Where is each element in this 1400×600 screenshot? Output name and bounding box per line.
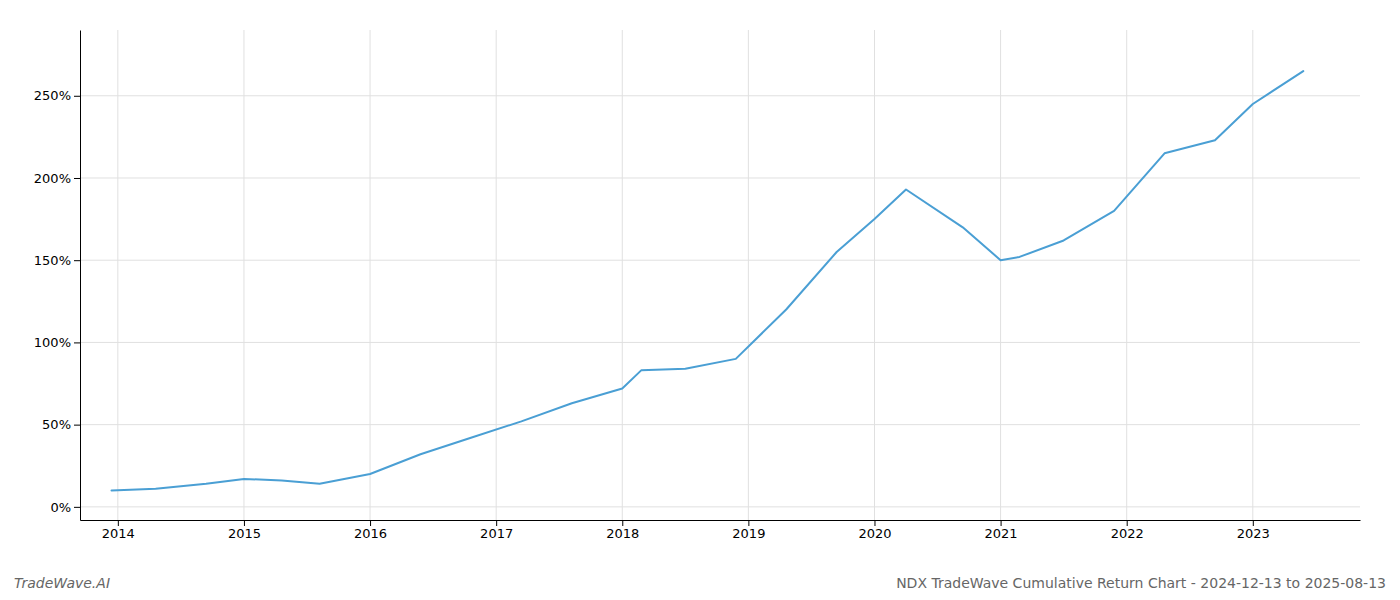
tick-mark <box>1001 520 1002 526</box>
tick-mark <box>1127 520 1128 526</box>
grid-line <box>80 260 1360 261</box>
tick-label: 2017 <box>480 526 513 541</box>
title: NDX TradeWave Cumulative Return Chart - … <box>896 575 1386 591</box>
tick-label: 100% <box>34 335 71 350</box>
tick-label: 2019 <box>732 526 765 541</box>
tick-mark <box>118 520 119 526</box>
plot-area <box>112 71 1304 490</box>
tick: 200% <box>34 171 80 186</box>
annotation: TradeWave.AI <box>14 575 110 591</box>
x-axis: 2014 2015 2016 2017 2018 2019 2020 2021 2022 2023 <box>81 520 1361 541</box>
tick-label: 2014 <box>102 526 135 541</box>
tick: 250% <box>34 88 80 103</box>
tick-label: 2018 <box>606 526 639 541</box>
tick: 0% <box>50 500 80 515</box>
tick: 2020 <box>858 520 891 541</box>
tick-mark <box>74 507 80 508</box>
tick-label: 250% <box>34 88 71 103</box>
tick-mark <box>74 178 80 179</box>
line <box>112 71 1304 490</box>
tick-mark <box>244 520 245 526</box>
grid-line <box>80 506 1360 507</box>
axis-line <box>81 520 1361 521</box>
axis-line <box>80 31 81 521</box>
tick: 2016 <box>354 520 387 541</box>
tick-label: 2021 <box>985 526 1018 541</box>
tick: 2014 <box>102 520 135 541</box>
tick-mark <box>622 520 623 526</box>
chart: 2014 2015 2016 2017 2018 2019 2020 2021 2022 2023… <box>0 0 1400 600</box>
tick-mark <box>748 520 749 526</box>
tick-mark <box>74 425 80 426</box>
tick: 150% <box>34 253 80 268</box>
tick-mark <box>370 520 371 526</box>
tick: 50% <box>42 417 80 432</box>
tick-label: 2023 <box>1237 526 1270 541</box>
grid-line <box>80 177 1360 178</box>
tick-label: 0% <box>50 500 71 515</box>
grid-line <box>874 30 875 520</box>
tick: 2015 <box>228 520 261 541</box>
grid-line <box>496 30 497 520</box>
tick: 2022 <box>1111 520 1144 541</box>
grid-line <box>748 30 749 520</box>
tick-mark <box>74 96 80 97</box>
grid-line <box>117 30 118 520</box>
tick: 2017 <box>480 520 513 541</box>
tick: 2023 <box>1237 520 1270 541</box>
grid-line <box>370 30 371 520</box>
tick-mark <box>74 342 80 343</box>
tick: 2018 <box>606 520 639 541</box>
tick: 2021 <box>985 520 1018 541</box>
tick: 2019 <box>732 520 765 541</box>
grid-line <box>243 30 244 520</box>
grid-line <box>622 30 623 520</box>
tick-label: 50% <box>42 417 71 432</box>
grid-line <box>80 424 1360 425</box>
tick-mark <box>1253 520 1254 526</box>
tick-label: 2016 <box>354 526 387 541</box>
tick: 100% <box>34 335 80 350</box>
grid-line <box>80 342 1360 343</box>
grid <box>80 30 1360 520</box>
tick-mark <box>496 520 497 526</box>
y-axis: 0% 50% 100% 150% 200% 250% <box>34 31 81 521</box>
tick-label: 2020 <box>858 526 891 541</box>
grid-line <box>1126 30 1127 520</box>
tick-label: 2022 <box>1111 526 1144 541</box>
grid-line <box>80 95 1360 96</box>
tick-label: 2015 <box>228 526 261 541</box>
tick-mark <box>874 520 875 526</box>
tick-label: 200% <box>34 171 71 186</box>
tick-label: 150% <box>34 253 71 268</box>
tick-mark <box>74 260 80 261</box>
grid-line <box>1000 30 1001 520</box>
